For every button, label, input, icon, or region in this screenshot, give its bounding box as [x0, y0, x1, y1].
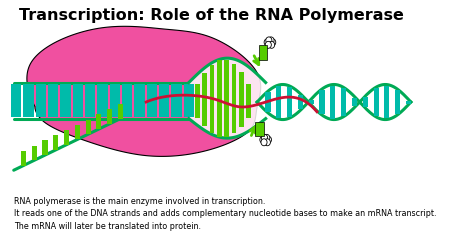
Circle shape — [265, 136, 272, 143]
Circle shape — [262, 134, 268, 141]
Bar — [255, 123, 264, 136]
Bar — [21, 151, 26, 166]
Bar — [75, 125, 80, 140]
Bar — [60, 84, 71, 117]
Bar — [36, 84, 46, 117]
Circle shape — [266, 37, 272, 44]
Bar — [309, 100, 314, 104]
Bar — [109, 84, 120, 117]
Bar — [43, 141, 47, 155]
Bar — [53, 135, 58, 150]
Circle shape — [268, 37, 274, 44]
Circle shape — [264, 134, 270, 141]
Bar — [86, 120, 91, 134]
Bar — [11, 84, 21, 117]
PathPatch shape — [27, 26, 261, 156]
Circle shape — [260, 136, 266, 143]
Bar — [246, 83, 251, 118]
Bar — [406, 101, 411, 103]
Bar — [122, 84, 132, 117]
Bar — [195, 83, 200, 118]
Bar — [232, 64, 237, 133]
Bar — [118, 104, 123, 119]
Bar — [24, 84, 34, 117]
Circle shape — [270, 39, 276, 46]
Bar — [259, 44, 267, 60]
Bar — [287, 87, 292, 117]
Circle shape — [265, 41, 271, 48]
Bar — [171, 84, 182, 117]
Bar — [107, 109, 112, 124]
Circle shape — [264, 139, 270, 146]
Bar — [73, 84, 83, 117]
Bar — [276, 86, 282, 118]
Bar — [330, 86, 336, 119]
Circle shape — [261, 139, 267, 146]
Bar — [224, 60, 229, 137]
Bar — [48, 84, 58, 117]
Bar — [239, 72, 244, 126]
Bar — [159, 84, 169, 117]
Bar — [384, 86, 390, 119]
Circle shape — [267, 40, 273, 47]
Bar — [363, 97, 368, 107]
Circle shape — [263, 137, 269, 145]
Circle shape — [264, 39, 270, 46]
Bar — [85, 84, 95, 117]
Bar — [32, 146, 37, 160]
Bar — [210, 65, 214, 133]
Bar — [395, 90, 401, 114]
Text: RNA polymerase is the main enzyme involved in transcription.
It reads one of the: RNA polymerase is the main enzyme involv… — [14, 196, 436, 231]
Bar — [298, 95, 303, 109]
Bar — [64, 130, 69, 145]
Bar — [146, 84, 157, 117]
Bar — [341, 88, 346, 116]
Circle shape — [269, 41, 274, 48]
Bar — [217, 60, 222, 136]
Bar — [265, 92, 271, 112]
Bar — [202, 73, 207, 126]
Bar — [96, 114, 101, 129]
Bar — [183, 84, 194, 117]
PathPatch shape — [189, 58, 265, 138]
Bar — [319, 90, 325, 114]
Bar — [374, 88, 379, 116]
Text: Transcription: Role of the RNA Polymerase: Transcription: Role of the RNA Polymeras… — [19, 7, 404, 22]
Bar — [97, 84, 108, 117]
Bar — [352, 98, 357, 107]
Bar — [134, 84, 145, 117]
